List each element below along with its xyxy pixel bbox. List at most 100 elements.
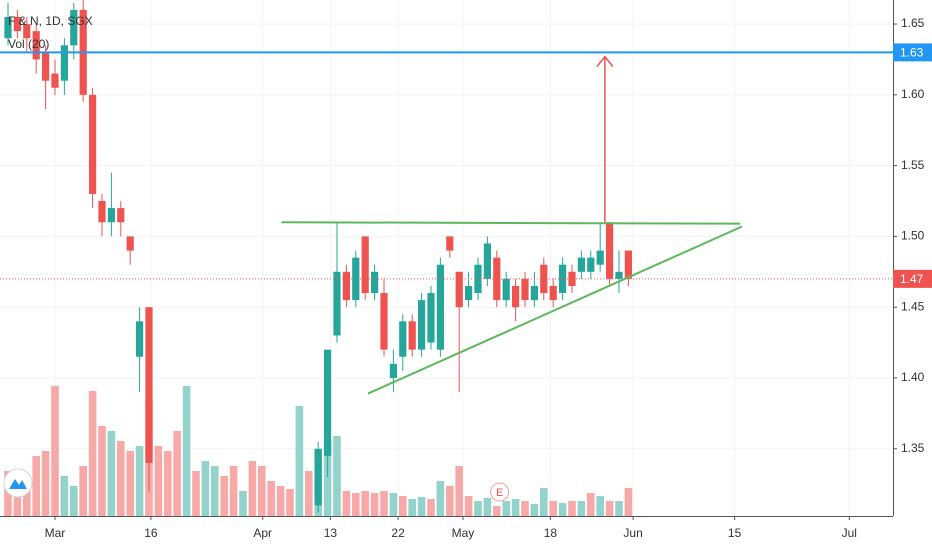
candle-body: [23, 24, 31, 39]
volume-bar: [229, 466, 238, 516]
axes: 1.35 1.40 1.45 1.50 1.55 1.60 1.65 Mar 16 Apr 13 22…: [45, 16, 932, 540]
volume-bar: [69, 486, 78, 516]
volume-bar: [502, 501, 510, 516]
candle-body: [107, 208, 115, 223]
volume-bar: [304, 471, 313, 516]
x-tick-label: May: [452, 526, 475, 540]
volume-bar: [135, 446, 144, 516]
volume-bar: [248, 461, 257, 516]
candle-body: [455, 271, 463, 308]
y-tick-label: 1.60: [901, 87, 925, 101]
volume-bar: [511, 499, 520, 516]
candle-body: [577, 257, 585, 272]
candle-body: [342, 271, 350, 301]
volume-bar: [116, 441, 125, 516]
volume-bar: [586, 493, 595, 516]
volume-bar: [342, 491, 351, 516]
candle-body: [370, 271, 379, 294]
price-label: 1.63: [900, 46, 924, 60]
y-tick-label: 1.40: [901, 370, 925, 384]
volume-bar: [88, 391, 97, 516]
volume-bar: [427, 499, 435, 516]
volume-bar: [568, 501, 576, 516]
volume-bar: [539, 488, 548, 516]
volume-bar: [323, 441, 332, 516]
volume-bar: [474, 501, 482, 516]
candle-body: [399, 321, 407, 357]
candle-body: [568, 271, 576, 286]
volume-bar: [380, 491, 388, 516]
candle-body: [483, 243, 491, 279]
volume-bar: [464, 496, 473, 516]
volume-bar: [558, 503, 567, 516]
candle-body: [446, 236, 454, 251]
legend-title: F & N, 1D, SGX: [8, 14, 93, 28]
candle-body: [436, 264, 444, 350]
volume-bar: [549, 501, 557, 516]
volume-bar: [483, 498, 492, 516]
volume-bar: [107, 431, 116, 516]
candle-body: [60, 45, 68, 81]
volume-bar: [333, 436, 341, 516]
x-tick-label: 16: [144, 526, 158, 540]
volume-bar: [596, 496, 604, 516]
candle-body: [135, 321, 144, 357]
candle-body: [314, 448, 322, 506]
volume-bar: [182, 386, 191, 516]
volume-bar: [154, 446, 163, 516]
candle-body: [511, 285, 520, 308]
x-tick-label: 22: [391, 526, 405, 540]
price-label-bg: [893, 269, 932, 288]
volume-bar: [351, 493, 360, 516]
volume-bar: [286, 489, 294, 516]
candle-body: [549, 285, 557, 301]
x-tick-label: 15: [728, 526, 742, 540]
volume-bar: [173, 431, 181, 516]
drawings: E: [0, 51, 893, 502]
volume-bar: [98, 426, 106, 516]
volume-bar: [201, 461, 210, 516]
logo[interactable]: [3, 468, 33, 498]
volume-bar: [257, 466, 266, 516]
candle-body: [493, 257, 501, 301]
grid: [0, 0, 893, 516]
price-label: 1.47: [900, 272, 924, 286]
trendline: [281, 221, 741, 225]
candle-body: [502, 278, 510, 301]
volume-bar: [4, 471, 12, 516]
volume-bar: [220, 476, 228, 516]
candle-body: [408, 321, 416, 350]
price-pane: [4, 0, 632, 513]
volume-bar: [370, 493, 379, 516]
candle-body: [70, 9, 78, 46]
volume-bar: [60, 476, 69, 516]
volume-bar: [295, 406, 304, 516]
candle-body: [323, 349, 332, 456]
candle-body: [389, 363, 397, 378]
volume-bar: [210, 466, 219, 516]
volume-bar: [126, 451, 134, 516]
candle-body: [98, 201, 106, 223]
volume-bar: [436, 481, 445, 516]
volume-bar: [398, 496, 407, 516]
candle-body: [596, 250, 604, 265]
volume-bar: [267, 481, 275, 516]
volume-bar: [417, 497, 426, 516]
volume-bar: [22, 481, 31, 516]
candle-body: [32, 31, 40, 60]
x-tick-label: Mar: [45, 526, 66, 540]
x-tick-label: 13: [324, 526, 338, 540]
volume-bar: [577, 501, 586, 516]
x-tick-label: Jul: [842, 526, 857, 540]
y-tick-label: 1.65: [901, 16, 925, 30]
candle-body: [51, 73, 59, 88]
candle-body: [605, 222, 614, 279]
volume-bar: [192, 471, 200, 516]
volume-bar: [492, 506, 501, 516]
candle-body: [117, 208, 125, 223]
candle-body: [587, 257, 595, 272]
volume-bar: [32, 456, 40, 516]
x-tick-label: 18: [544, 526, 558, 540]
volume-bar: [445, 486, 454, 516]
